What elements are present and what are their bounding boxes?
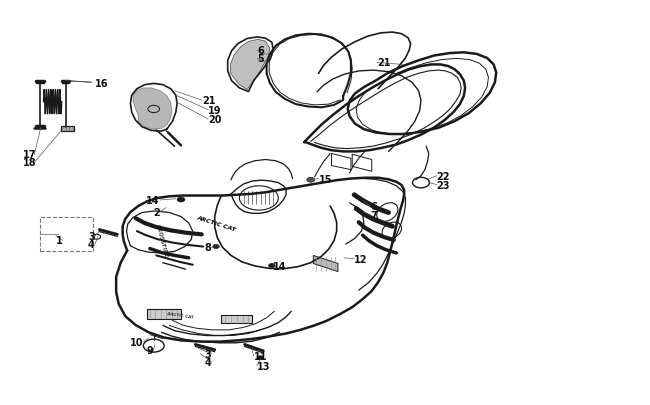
- Text: 22: 22: [437, 171, 450, 181]
- Text: 10: 10: [130, 337, 144, 347]
- Text: 13: 13: [257, 361, 270, 371]
- Text: 6: 6: [257, 46, 264, 56]
- Text: CROSSFIRE: CROSSFIRE: [155, 224, 168, 258]
- Text: 11: 11: [254, 351, 267, 361]
- Circle shape: [268, 264, 275, 268]
- Text: ARCTIC CAT: ARCTIC CAT: [167, 311, 194, 318]
- Polygon shape: [230, 40, 270, 90]
- Text: 12: 12: [354, 254, 368, 264]
- Text: 18: 18: [23, 158, 36, 168]
- Text: 9: 9: [146, 345, 153, 356]
- Text: 19: 19: [208, 105, 222, 115]
- Circle shape: [307, 178, 315, 183]
- Polygon shape: [221, 315, 252, 324]
- Text: 3: 3: [205, 349, 211, 359]
- Text: 2: 2: [153, 208, 160, 217]
- Text: 14: 14: [146, 196, 160, 205]
- Bar: [61, 127, 74, 132]
- Text: 6: 6: [370, 202, 377, 211]
- Text: 8: 8: [205, 243, 211, 253]
- Text: ARCTIC CAT: ARCTIC CAT: [196, 215, 237, 232]
- Bar: [40, 218, 93, 251]
- Polygon shape: [147, 309, 181, 319]
- Circle shape: [213, 245, 219, 249]
- Text: 17: 17: [23, 150, 36, 160]
- Text: 16: 16: [95, 79, 109, 88]
- Text: 23: 23: [437, 180, 450, 190]
- Text: 4: 4: [88, 240, 95, 250]
- Circle shape: [177, 198, 185, 202]
- Text: 15: 15: [318, 174, 332, 184]
- Text: 21: 21: [377, 58, 391, 68]
- Circle shape: [257, 356, 263, 360]
- Text: 14: 14: [273, 261, 287, 271]
- Text: 1: 1: [55, 236, 62, 246]
- Text: 21: 21: [202, 96, 215, 106]
- Text: 20: 20: [208, 115, 222, 125]
- Polygon shape: [313, 256, 338, 272]
- Text: 3: 3: [88, 232, 95, 242]
- Text: 7: 7: [370, 211, 377, 220]
- Polygon shape: [133, 89, 172, 130]
- Text: 4: 4: [205, 357, 211, 367]
- Text: 5: 5: [257, 54, 264, 64]
